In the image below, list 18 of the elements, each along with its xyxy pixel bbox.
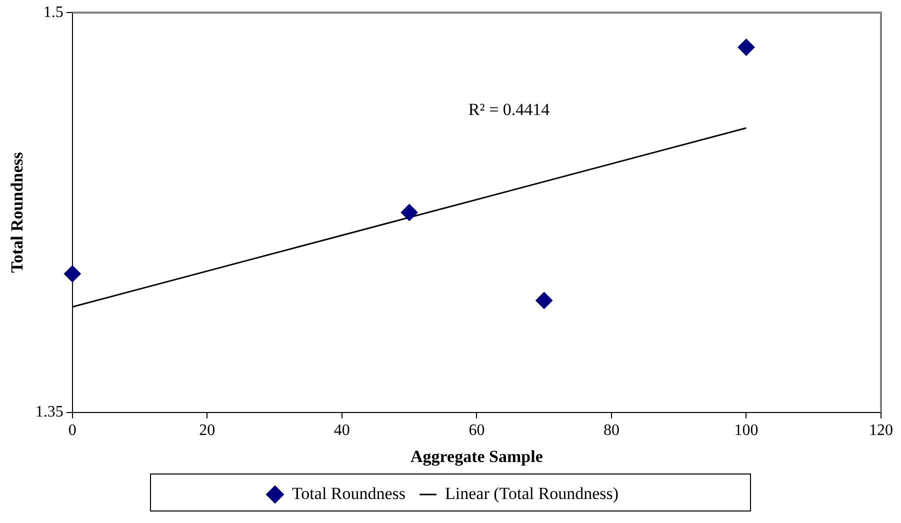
point: [738, 38, 755, 56]
point: [536, 292, 553, 309]
x-tick-label: 80: [603, 422, 620, 440]
x-tick-label: 0: [68, 422, 76, 440]
annotation: R² = 0.4414: [468, 100, 550, 120]
x-tick-label: 120: [869, 422, 893, 440]
y-tick-label: 1.35: [35, 404, 64, 421]
point: [64, 265, 81, 282]
x-tick-label: 20: [199, 422, 216, 440]
legend-label: Linear (Total Roundness): [445, 484, 619, 503]
x-axis-title: Aggregate Sample: [410, 447, 544, 466]
point: [400, 204, 418, 221]
x-tick-label: 40: [334, 422, 350, 440]
legend-label: Total Roundness: [292, 484, 406, 503]
x-tick-label: 100: [734, 422, 758, 440]
x-tick-label: 60: [468, 422, 485, 440]
y-tick-label: 1.5: [43, 4, 64, 21]
y-axis-title: Total Roundness: [8, 152, 27, 273]
